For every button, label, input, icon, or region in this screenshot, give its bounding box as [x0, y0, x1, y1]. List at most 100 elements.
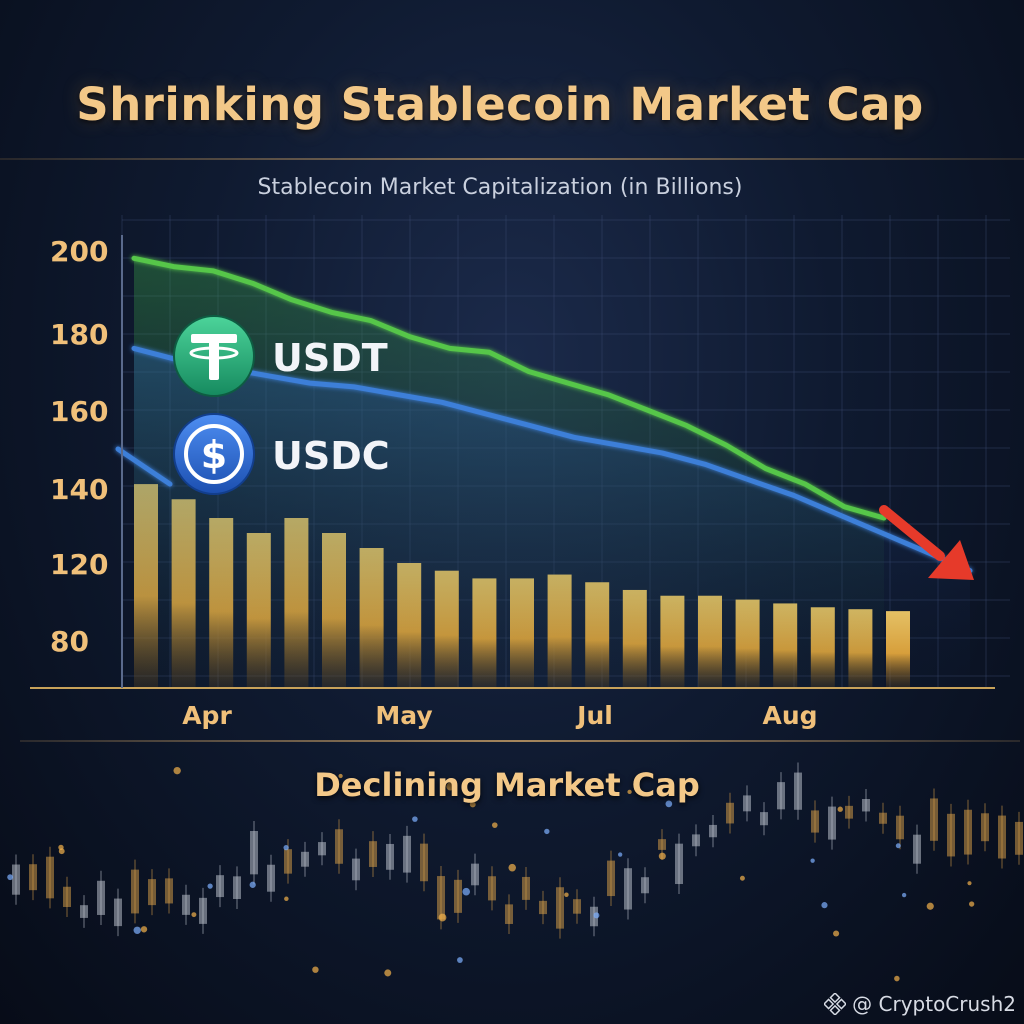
bg-glow-dot — [739, 875, 745, 881]
bg-glow-dot — [810, 858, 815, 863]
bg-candle-body — [420, 843, 428, 882]
legend-usdt-label: USDT — [272, 336, 388, 380]
bg-glow-dot — [412, 816, 418, 822]
bg-candle-body — [165, 878, 173, 904]
x-tick-label: Aug — [762, 701, 817, 730]
bg-glow-dot — [901, 892, 907, 898]
bg-candle-body — [199, 897, 207, 924]
bg-candle-body — [29, 864, 37, 891]
y-tick-label: 160 — [50, 395, 108, 428]
bg-candle-body — [216, 875, 224, 898]
bg-candle-body — [403, 835, 411, 873]
bg-glow-dot — [967, 881, 972, 886]
title-divider — [0, 158, 1024, 160]
bg-glow-dot — [627, 789, 632, 795]
bg-candle-body — [913, 834, 921, 864]
bg-candle-body — [947, 813, 955, 857]
bg-glow-dot — [968, 901, 975, 907]
bg-candle-body — [250, 830, 258, 875]
section-divider — [20, 740, 1020, 742]
y-tick-labels: 200 180 160 140 120 80 — [50, 235, 108, 658]
bg-candle-body — [437, 876, 445, 920]
bg-candle-body — [760, 812, 768, 826]
bg-candle-body — [607, 860, 615, 897]
chart-title: Stablecoin Market Capitalization (in Bil… — [257, 175, 743, 200]
area-fills — [134, 258, 970, 688]
bg-glow-dot — [140, 926, 148, 933]
bg-candle-body — [63, 886, 71, 908]
bg-candle-body — [726, 802, 734, 824]
y-tick-label: 120 — [50, 548, 108, 581]
y-tick-label: 80 — [50, 625, 89, 658]
bg-candle-body — [811, 810, 819, 833]
binance-diamond-icon — [824, 993, 847, 1015]
bg-candle-body — [148, 879, 156, 906]
y-tick-label: 140 — [50, 473, 108, 506]
bg-glow-dot — [191, 912, 197, 918]
bg-candle-body — [845, 805, 853, 819]
bg-candle-body — [981, 813, 989, 842]
bg-glow-dot — [508, 863, 516, 872]
bg-candle-body — [46, 856, 54, 899]
bg-glow-dot — [283, 844, 289, 851]
bg-candle-body — [131, 869, 139, 914]
x-tick-label: May — [375, 701, 432, 730]
bg-candle-body — [12, 864, 20, 895]
bg-glow-dot — [384, 969, 392, 977]
line-series — [115, 255, 973, 574]
bg-glow-dot — [895, 843, 901, 849]
bg-candle-body — [488, 876, 496, 901]
bg-candle-body — [930, 798, 938, 841]
bg-candle-body — [471, 863, 479, 886]
bg-candle-body — [675, 843, 683, 885]
series-line-usdt — [131, 255, 887, 521]
bg-candle-body — [794, 772, 802, 810]
bg-glow-dot — [338, 773, 343, 779]
bg-candle-body — [1015, 821, 1023, 855]
bg-candle-body — [301, 851, 309, 867]
bg-candle-body — [454, 879, 462, 913]
bg-candle-body — [284, 849, 292, 874]
x-tick-labels: Apr May Jul Aug — [182, 701, 817, 730]
bg-candle-body — [879, 812, 887, 824]
bg-candle-body — [505, 904, 513, 924]
bg-glow-dot — [173, 766, 181, 775]
bg-glow-dot — [312, 966, 319, 973]
footer-label: Declining Market Cap — [314, 766, 700, 804]
bg-glow-dot — [284, 896, 289, 902]
bg-candle-body — [556, 887, 564, 929]
downtrend-arrow-icon — [879, 505, 974, 580]
bg-glow-dot — [617, 852, 623, 857]
bg-glow-dot — [133, 926, 141, 934]
bg-candle-body — [97, 880, 105, 915]
chart-axes — [30, 235, 995, 689]
bg-candle-body — [862, 798, 870, 812]
area-fill — [134, 348, 970, 688]
legend-usdc-label: USDC — [272, 434, 390, 478]
market-cap-chart: 200 180 160 140 120 80 Apr May Jul Aug USDT $ US… — [30, 215, 1010, 730]
bg-glow-dot — [469, 801, 476, 808]
svg-text:$: $ — [201, 433, 227, 477]
page-title: Shrinking Stablecoin Market Cap — [76, 78, 924, 131]
bg-glow-dot — [207, 883, 213, 889]
bg-candle-body — [896, 815, 904, 840]
bg-candle-body — [369, 841, 377, 867]
bg-glow-dot — [665, 800, 673, 808]
bg-candle-body — [352, 858, 360, 881]
bg-candle-body — [80, 905, 88, 918]
bg-candle-body — [573, 899, 581, 914]
bg-glow-dot — [894, 975, 900, 982]
tether-logo-icon — [173, 315, 255, 397]
watermark-text: @ CryptoCrush2 — [852, 992, 1016, 1016]
bg-candle-body — [624, 868, 632, 910]
bg-glow-dot — [544, 828, 550, 835]
bg-candle-body — [182, 894, 190, 915]
usdc-logo-icon: $ — [173, 413, 255, 495]
bg-candle-body — [539, 900, 547, 915]
bg-candle-body — [692, 834, 700, 847]
bg-candle-body — [743, 795, 751, 812]
bg-candle-body — [828, 806, 836, 840]
bg-glow-dot — [58, 844, 64, 851]
watermark: @ CryptoCrush2 — [824, 992, 1016, 1016]
series-line-usdc — [131, 345, 973, 574]
